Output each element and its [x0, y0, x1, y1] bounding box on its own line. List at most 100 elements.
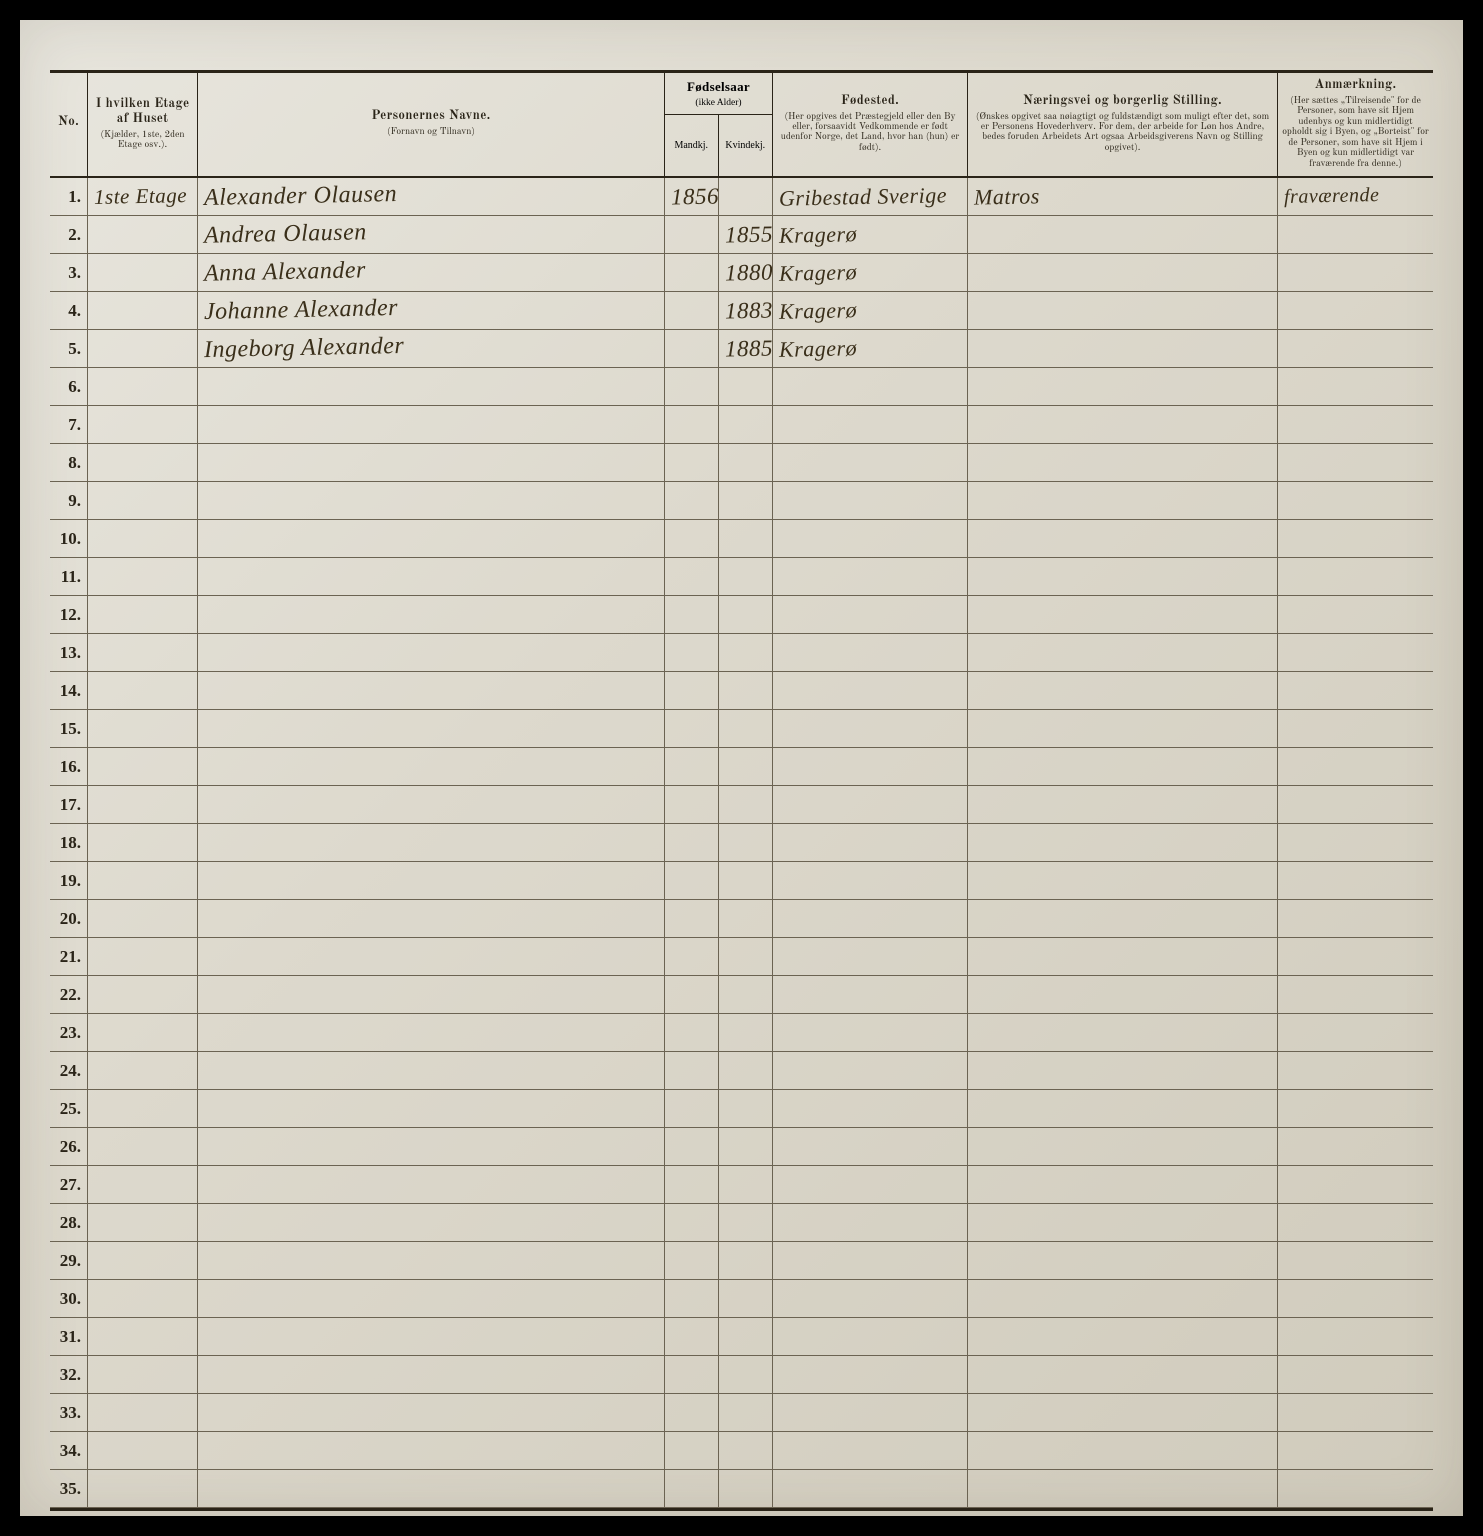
cell-occupation: Matros [968, 178, 1278, 215]
cell-etage [88, 482, 198, 519]
cell-etage [88, 1204, 198, 1241]
cell-name [198, 938, 665, 975]
cell-occupation [968, 482, 1278, 519]
cell-birthplace-text: Kragerø [779, 221, 858, 249]
cell-etage [88, 1090, 198, 1127]
cell-remark [1278, 216, 1433, 253]
header-rem-title: Anmærkning. [1282, 79, 1429, 94]
cell-remark [1278, 1318, 1433, 1355]
cell-no: 13. [50, 634, 88, 671]
cell-birth-female: 1880 [719, 254, 773, 291]
cell-remark [1278, 748, 1433, 785]
cell-etage [88, 1128, 198, 1165]
header-birthplace: Fødested. (Her opgives det Præstegjeld e… [773, 73, 968, 176]
cell-birth-female [719, 786, 773, 823]
cell-etage [88, 596, 198, 633]
cell-etage [88, 786, 198, 823]
cell-no-text: 34. [60, 1441, 81, 1461]
cell-etage [88, 1356, 198, 1393]
table-row: 23. [50, 1014, 1433, 1052]
cell-no: 12. [50, 596, 88, 633]
cell-no: 35. [50, 1470, 88, 1507]
cell-birthplace [773, 1280, 968, 1317]
cell-name: Ingeborg Alexander [198, 330, 665, 367]
cell-birthplace: Gribestad Sverige [773, 178, 968, 215]
cell-name [198, 1090, 665, 1127]
cell-occupation [968, 710, 1278, 747]
header-birth-split: Mandkj. Kvindekj. [665, 115, 772, 176]
cell-no-text: 19. [60, 871, 81, 891]
cell-birth-female [719, 672, 773, 709]
table-row: 13. [50, 634, 1433, 672]
cell-birthplace [773, 1242, 968, 1279]
cell-occupation [968, 596, 1278, 633]
cell-no: 30. [50, 1280, 88, 1317]
table-row: 15. [50, 710, 1433, 748]
table-row: 34. [50, 1432, 1433, 1470]
cell-etage [88, 900, 198, 937]
cell-etage [88, 1470, 198, 1507]
cell-no-text: 22. [60, 985, 81, 1005]
cell-no: 2. [50, 216, 88, 253]
cell-birth-female [719, 1166, 773, 1203]
cell-name: Anna Alexander [198, 254, 665, 291]
cell-birth-female [719, 1356, 773, 1393]
cell-no: 20. [50, 900, 88, 937]
cell-remark [1278, 938, 1433, 975]
cell-birth-male [665, 862, 719, 899]
cell-birth-male [665, 482, 719, 519]
cell-no-text: 27. [60, 1175, 81, 1195]
cell-no: 8. [50, 444, 88, 481]
cell-etage [88, 862, 198, 899]
cell-no-text: 14. [60, 681, 81, 701]
cell-occupation [968, 634, 1278, 671]
cell-remark [1278, 292, 1433, 329]
cell-birth-female: 1885 [719, 330, 773, 367]
cell-birth-male-text: 1856 [671, 183, 719, 210]
cell-no: 3. [50, 254, 88, 291]
cell-etage [88, 634, 198, 671]
cell-name [198, 482, 665, 519]
cell-birthplace [773, 520, 968, 557]
cell-name: Johanne Alexander [198, 292, 665, 329]
cell-no-text: 29. [60, 1251, 81, 1271]
cell-no-text: 13. [60, 643, 81, 663]
cell-occupation [968, 406, 1278, 443]
table-row: 9. [50, 482, 1433, 520]
cell-occupation-text: Matros [974, 183, 1040, 210]
cell-birthplace-text: Gribestad Sverige [779, 182, 947, 212]
cell-etage [88, 1052, 198, 1089]
table-row: 11. [50, 558, 1433, 596]
cell-name [198, 1128, 665, 1165]
cell-occupation [968, 976, 1278, 1013]
header-place-title: Fødested. [777, 95, 963, 110]
cell-remark [1278, 900, 1433, 937]
cell-remark [1278, 558, 1433, 595]
cell-name [198, 634, 665, 671]
table-body: 1.1ste EtageAlexander Olausen1856Gribest… [50, 178, 1433, 1508]
cell-remark [1278, 1356, 1433, 1393]
cell-no-text: 33. [60, 1403, 81, 1423]
header-name: Personernes Navne. (Fornavn og Tilnavn) [198, 73, 665, 176]
cell-birthplace [773, 368, 968, 405]
cell-birth-male [665, 824, 719, 861]
cell-birthplace [773, 558, 968, 595]
cell-etage [88, 1318, 198, 1355]
cell-birth-female [719, 520, 773, 557]
cell-birth-male [665, 938, 719, 975]
cell-birth-female [719, 1394, 773, 1431]
cell-no-text: 35. [60, 1479, 81, 1499]
cell-birth-female [719, 406, 773, 443]
cell-occupation [968, 938, 1278, 975]
cell-etage [88, 520, 198, 557]
cell-remark [1278, 1090, 1433, 1127]
cell-name [198, 1204, 665, 1241]
table-row: 20. [50, 900, 1433, 938]
header-birth-top: Fødselsaar (ikke Alder) [665, 73, 772, 115]
cell-etage [88, 1166, 198, 1203]
cell-remark [1278, 1052, 1433, 1089]
cell-etage [88, 368, 198, 405]
cell-occupation [968, 520, 1278, 557]
cell-etage [88, 938, 198, 975]
table-row: 31. [50, 1318, 1433, 1356]
